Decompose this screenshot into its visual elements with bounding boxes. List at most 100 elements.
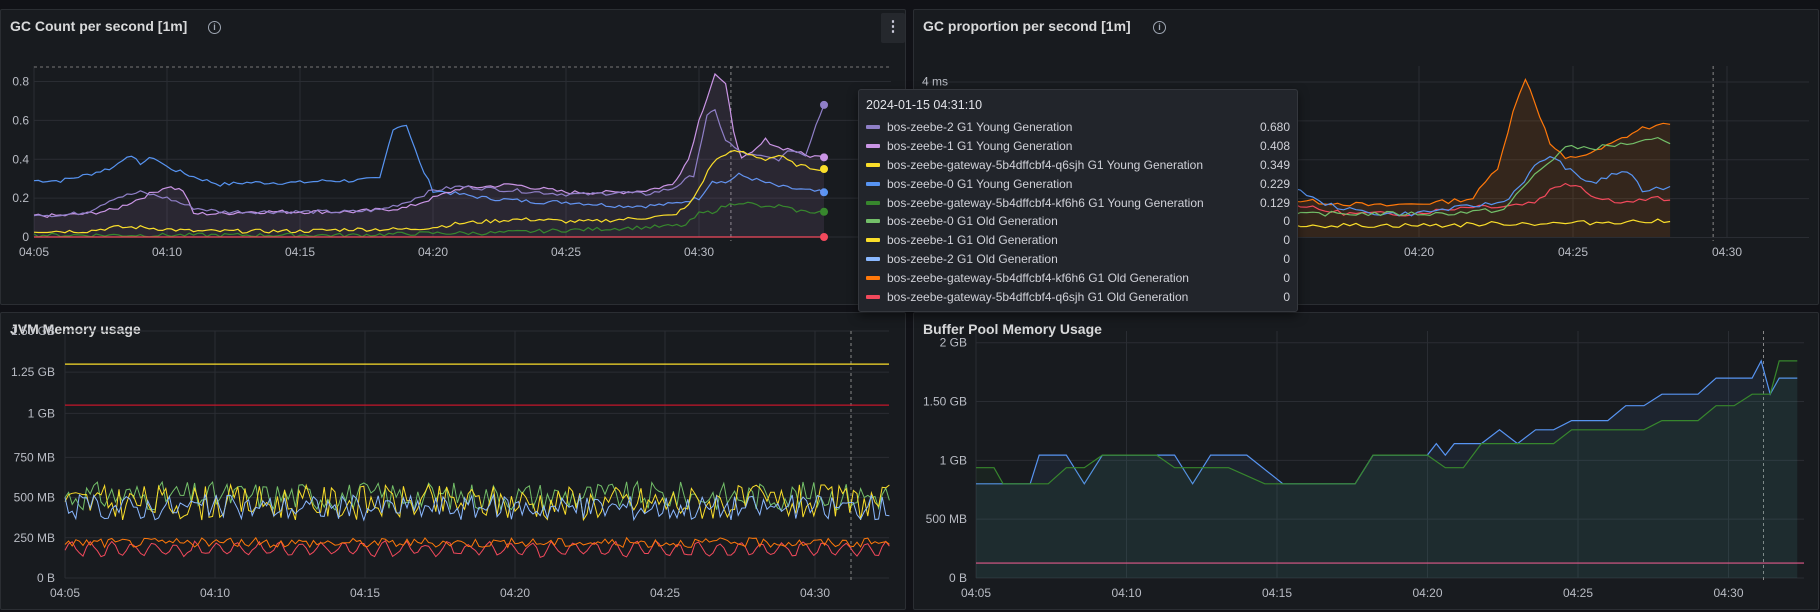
panel-title: JVM Memory usage (10, 321, 141, 337)
tooltip-series-value: 0 (1283, 289, 1290, 304)
y-tick-label: 0 B (949, 571, 967, 585)
y-tick-label: 500 MB (14, 491, 55, 505)
series-line (976, 360, 1798, 485)
y-tick-label: 500 MB (926, 512, 967, 526)
y-tick-label: 1 GB (28, 406, 55, 420)
y-tick-label: 0 (22, 230, 29, 244)
tooltip-series-name: bos-zeebe-2 G1 Old Generation (887, 251, 1058, 266)
tooltip-series-name: bos-zeebe-gateway-5b4dffcbf4-q6sjh G1 Ol… (887, 289, 1189, 304)
panel-title: GC Count per second [1m] (10, 18, 188, 34)
tooltip-series-name: bos-zeebe-0 G1 Young Generation (887, 176, 1073, 191)
x-tick-label: 04:25 (551, 245, 581, 259)
x-tick-label: 04:10 (1111, 586, 1141, 600)
tooltip-series-name: bos-zeebe-2 G1 Young Generation (887, 120, 1073, 135)
tooltip-series-name: bos-zeebe-gateway-5b4dffcbf4-kf6h6 G1 Ol… (887, 270, 1189, 285)
y-tick-label: 2 GB (940, 336, 967, 350)
x-tick-label: 04:10 (200, 586, 230, 600)
tooltip-row: bos-zeebe-gateway-5b4dffcbf4-q6sjh G1 Ol… (866, 287, 1290, 306)
y-tick-label: 0.2 (12, 191, 29, 205)
tooltip-series-value: 0.229 (1259, 176, 1290, 191)
hover-point (820, 233, 829, 241)
tooltip-series-name: bos-zeebe-1 G1 Old Generation (887, 233, 1058, 248)
tooltip-series-value: 0.349 (1259, 157, 1290, 172)
series-line (64, 493, 890, 522)
hover-point (820, 188, 829, 197)
tooltip-series-value: 0.680 (1259, 120, 1290, 135)
tooltip-row: bos-zeebe-gateway-5b4dffcbf4-kf6h6 G1 Ol… (866, 268, 1290, 287)
tooltip-series-name: bos-zeebe-1 G1 Young Generation (887, 139, 1073, 154)
x-tick-label: 04:30 (1713, 586, 1743, 600)
series-line (33, 201, 825, 238)
series-color-swatch (866, 238, 880, 243)
series-color-swatch (866, 294, 880, 299)
tooltip-time: 2024-01-15 04:31:10 (866, 98, 983, 112)
tooltip-series-value: 0 (1283, 270, 1290, 285)
tooltip-row: bos-zeebe-0 G1 Young Generation 0.229 (866, 174, 1290, 193)
tooltip-series-value: 0.408 (1259, 139, 1290, 154)
info-icon[interactable]: i (1153, 21, 1166, 34)
series-area (34, 74, 825, 237)
y-tick-label: 0.8 (12, 75, 29, 89)
tooltip-row: bos-zeebe-1 G1 Young Generation 0.408 (866, 137, 1290, 156)
hover-point (820, 100, 829, 109)
tooltip-series-name: bos-zeebe-0 G1 Old Generation (887, 214, 1058, 229)
series-color-swatch (866, 219, 880, 224)
series-color-swatch (866, 162, 880, 167)
x-tick-label: 04:20 (1404, 245, 1434, 259)
series-line (33, 104, 825, 218)
buffer-pool-panel: Buffer Pool Memory Usage 0 B 500 MB 1 GB 1.… (913, 312, 1819, 610)
hover-point (820, 153, 829, 162)
tooltip-row: bos-zeebe-gateway-5b4dffcbf4-kf6h6 G1 Yo… (866, 193, 1290, 212)
series-tooltip: 2024-01-15 04:31:10 bos-zeebe-2 G1 Young… (858, 89, 1298, 312)
x-tick-label: 04:05 (961, 586, 991, 600)
series-area (976, 360, 1798, 578)
tooltip-series-value: 0 (1283, 233, 1290, 248)
series-color-swatch (866, 256, 880, 261)
series-color-swatch (866, 275, 880, 280)
tooltip-series-value: 0 (1283, 251, 1290, 266)
hover-point (820, 207, 829, 216)
x-tick-label: 04:25 (1563, 586, 1593, 600)
y-tick-label: 0.6 (12, 113, 29, 127)
x-tick-label: 04:15 (1262, 586, 1292, 600)
tooltip-series-value: 0 (1283, 214, 1290, 229)
y-tick-label: 1.25 GB (11, 365, 55, 379)
y-tick-label: 4 ms (922, 75, 948, 89)
info-icon[interactable]: i (208, 21, 221, 34)
series-line (33, 72, 825, 218)
series-area (976, 360, 1798, 578)
tooltip-row: bos-zeebe-1 G1 Old Generation 0 (866, 231, 1290, 250)
panel-menu-button[interactable]: ⋮ (881, 13, 905, 43)
x-tick-label: 04:30 (800, 586, 830, 600)
gc-count-chart[interactable]: 0 0.2 0.4 0.6 0.8 04:05 04:10 04:15 04:20 04:25 04… (1, 10, 906, 305)
series-line (64, 536, 890, 549)
series-area (1195, 79, 1671, 237)
tooltip-series-name: bos-zeebe-gateway-5b4dffcbf4-q6sjh G1 Yo… (887, 157, 1204, 172)
tooltip-row: bos-zeebe-2 G1 Young Generation 0.680 (866, 118, 1290, 137)
x-tick-label: 04:20 (1412, 586, 1442, 600)
series-color-swatch (866, 125, 880, 130)
series-color-swatch (866, 200, 880, 205)
x-tick-label: 04:05 (19, 245, 49, 259)
hover-point (820, 164, 829, 173)
tooltip-row: bos-zeebe-gateway-5b4dffcbf4-q6sjh G1 Yo… (866, 156, 1290, 175)
y-tick-label: 1.50 GB (11, 324, 55, 338)
y-tick-label: 1 GB (940, 453, 967, 467)
buffer-pool-chart[interactable]: 0 B 500 MB 1 GB 1.50 GB 2 GB 04:05 04:10 04:15 0… (914, 313, 1819, 610)
panel-title: Buffer Pool Memory Usage (923, 321, 1102, 337)
jvm-memory-chart[interactable]: 0 B 250 MB 500 MB 750 MB 1 GB 1.25 GB 1.50 GB 0… (1, 313, 906, 610)
y-tick-label: 1.50 GB (923, 395, 967, 409)
y-tick-label: 750 MB (14, 450, 55, 464)
x-tick-label: 04:10 (152, 245, 182, 259)
gc-count-panel: GC Count per second [1m] i ⋮ 0 0.2 0.4 0.6 0… (0, 9, 906, 305)
panel-title: GC proportion per second [1m] (923, 18, 1131, 34)
x-tick-label: 04:05 (50, 586, 80, 600)
x-tick-label: 04:30 (684, 245, 714, 259)
x-tick-label: 04:15 (285, 245, 315, 259)
series-line (64, 539, 890, 559)
x-tick-label: 04:30 (1712, 245, 1742, 259)
x-tick-label: 04:20 (418, 245, 448, 259)
tooltip-series-value: 0.129 (1259, 195, 1290, 210)
series-line (33, 149, 825, 234)
series-line (64, 483, 890, 522)
